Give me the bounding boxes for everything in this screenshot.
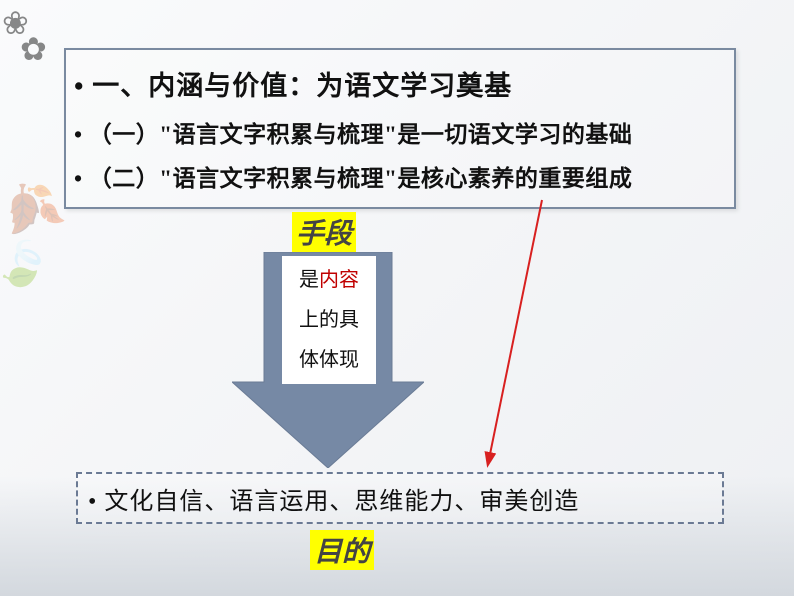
- block-down-arrow: 是内容 上的具 体体现: [232, 252, 424, 468]
- goal-label: 目的: [310, 530, 374, 570]
- point-one: • （一）"语言文字积累与梳理"是一切语文学习的基础: [74, 115, 726, 149]
- arrow-line-3: 体体现: [299, 340, 359, 380]
- arrow-content-text: 是内容 上的具 体体现: [282, 256, 376, 384]
- red-arrow-icon: [470, 198, 590, 478]
- ink-leaf-icon: 🍂: [0, 170, 69, 247]
- goal-text: • 文化自信、语言运用、思维能力、审美创造: [88, 481, 579, 516]
- point-two: • （二）"语言文字积累与梳理"是核心素养的重要组成: [74, 159, 726, 193]
- section-title: • 一、内涵与价值：为语文学习奠基: [74, 64, 726, 103]
- bottom-goal-box: • 文化自信、语言运用、思维能力、审美创造: [76, 472, 724, 524]
- arrow-line1-prefix: 是: [299, 269, 319, 291]
- ink-leaf-icon: 🍃: [0, 232, 57, 296]
- decoration-ink-painting: ❀ ✿ 🍂 🍃: [0, 0, 70, 596]
- plum-blossom-icon: ✿: [20, 30, 47, 68]
- plum-blossom-icon: ❀: [2, 4, 29, 42]
- arrow-line-1: 是内容: [299, 260, 359, 300]
- arrow-line1-highlight: 内容: [319, 269, 359, 291]
- means-label: 手段: [292, 212, 356, 252]
- arrow-line-2: 上的具: [299, 300, 359, 340]
- top-content-box: • 一、内涵与价值：为语文学习奠基 • （一）"语言文字积累与梳理"是一切语文学…: [64, 48, 736, 209]
